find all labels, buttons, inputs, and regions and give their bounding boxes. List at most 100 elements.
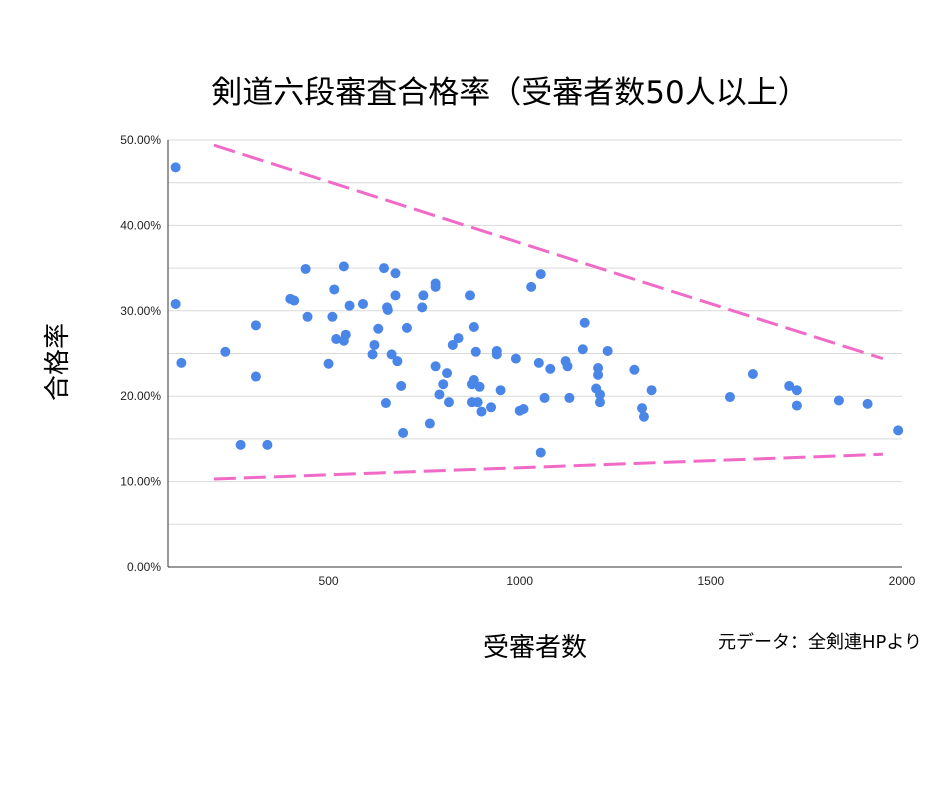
scatter-point: [724, 392, 735, 403]
scatter-point: [491, 345, 502, 356]
x-tick-label: 1000: [506, 574, 533, 588]
scatter-point: [486, 402, 497, 413]
y-tick-label: 50.00%: [120, 133, 161, 147]
scatter-point: [476, 406, 487, 417]
y-tick-label: 40.00%: [120, 218, 161, 232]
data-points: [170, 162, 904, 458]
y-tick-label: 30.00%: [120, 304, 161, 318]
scatter-point: [392, 356, 403, 367]
x-tick-label: 500: [319, 574, 339, 588]
scatter-point: [390, 290, 401, 301]
scatter-point: [418, 290, 429, 301]
scatter-point: [302, 311, 313, 322]
scatter-point: [791, 385, 802, 396]
scatter-point: [646, 385, 657, 396]
scatter-point: [235, 439, 246, 450]
scatter-point: [344, 300, 355, 311]
scatter-point: [577, 344, 588, 355]
scatter-point: [629, 364, 640, 375]
scatter-point: [447, 339, 458, 350]
scatter-point: [593, 363, 604, 374]
scatter-point: [562, 361, 573, 372]
scatter-point: [465, 290, 476, 301]
trend-lines: [213, 143, 884, 481]
scatter-point: [453, 333, 464, 344]
scatter-point: [533, 357, 544, 368]
chart-title: 剣道六段審査合格率（受審者数50人以上）: [211, 75, 808, 111]
scatter-point: [367, 349, 378, 360]
scatter-point: [430, 361, 441, 372]
scatter-point: [470, 346, 481, 357]
scatter-point: [594, 397, 605, 408]
scatter-point: [176, 357, 187, 368]
scatter-point: [784, 380, 795, 391]
scatter-point: [396, 380, 407, 391]
scatter-point: [386, 349, 397, 360]
lower-trend-line: [213, 452, 883, 481]
y-tick-labels: 0.00% 10.00% 20.00% 30.00% 40.00% 50.00%: [120, 133, 161, 574]
x-tick-labels: 500 1000 1500 2000: [319, 574, 916, 588]
source-note: 元データ：全剣連HPより: [718, 632, 922, 653]
scatter-point: [518, 404, 529, 415]
x-tick-label: 1500: [698, 574, 725, 588]
scatter-point: [170, 162, 181, 173]
scatter-point: [747, 368, 758, 379]
scatter-point: [468, 374, 479, 385]
scatter-point: [862, 398, 873, 409]
scatter-point: [369, 339, 380, 350]
scatter-point: [637, 403, 648, 414]
scatter-point: [401, 322, 412, 333]
scatter-point: [250, 371, 261, 382]
scatter-point: [495, 385, 506, 396]
scatter-point: [300, 263, 311, 274]
scatter-point: [329, 284, 340, 295]
y-axis-title: 合格率: [43, 323, 73, 401]
scatter-point: [510, 353, 521, 364]
scatter-point: [398, 427, 409, 438]
scatter-point: [593, 369, 604, 380]
scatter-point: [472, 397, 483, 408]
scatter-point: [220, 346, 231, 357]
scatter-point: [327, 311, 338, 322]
scatter-point: [545, 363, 556, 374]
y-tick-label: 0.00%: [127, 560, 161, 574]
x-axis-title: 受審者数: [483, 633, 587, 663]
scatter-point: [373, 323, 384, 334]
x-tick-label: 2000: [889, 574, 916, 588]
scatter-point: [535, 447, 546, 458]
scatter-point: [390, 268, 401, 279]
scatter-point: [638, 411, 649, 422]
scatter-point: [380, 398, 391, 409]
scatter-point: [340, 329, 351, 340]
upper-trend-line: [213, 143, 884, 361]
scatter-point: [289, 295, 300, 306]
scatter-point: [443, 397, 454, 408]
scatter-point: [564, 392, 575, 403]
y-tick-label: 20.00%: [120, 389, 161, 403]
scatter-point: [424, 418, 435, 429]
scatter-point: [602, 345, 613, 356]
scatter-point: [331, 333, 342, 344]
scatter-point: [438, 379, 449, 390]
scatter-point: [893, 425, 904, 436]
scatter-point: [434, 389, 445, 400]
scatter-point: [170, 298, 181, 309]
scatter-point: [382, 304, 393, 315]
gridlines: [168, 139, 902, 568]
scatter-point: [468, 322, 479, 333]
scatter-point: [323, 358, 334, 369]
scatter-point: [378, 263, 389, 274]
scatter-point: [430, 281, 441, 292]
scatter-point: [791, 400, 802, 411]
scatter-point: [250, 320, 261, 331]
scatter-point: [526, 281, 537, 292]
scatter-point: [417, 302, 428, 313]
scatter-point: [535, 269, 546, 280]
scatter-point: [579, 317, 590, 328]
y-tick-label: 10.00%: [120, 475, 161, 489]
scatter-point: [539, 392, 550, 403]
scatter-point: [442, 368, 453, 379]
scatter-point: [833, 395, 844, 406]
scatter-point: [262, 439, 273, 450]
